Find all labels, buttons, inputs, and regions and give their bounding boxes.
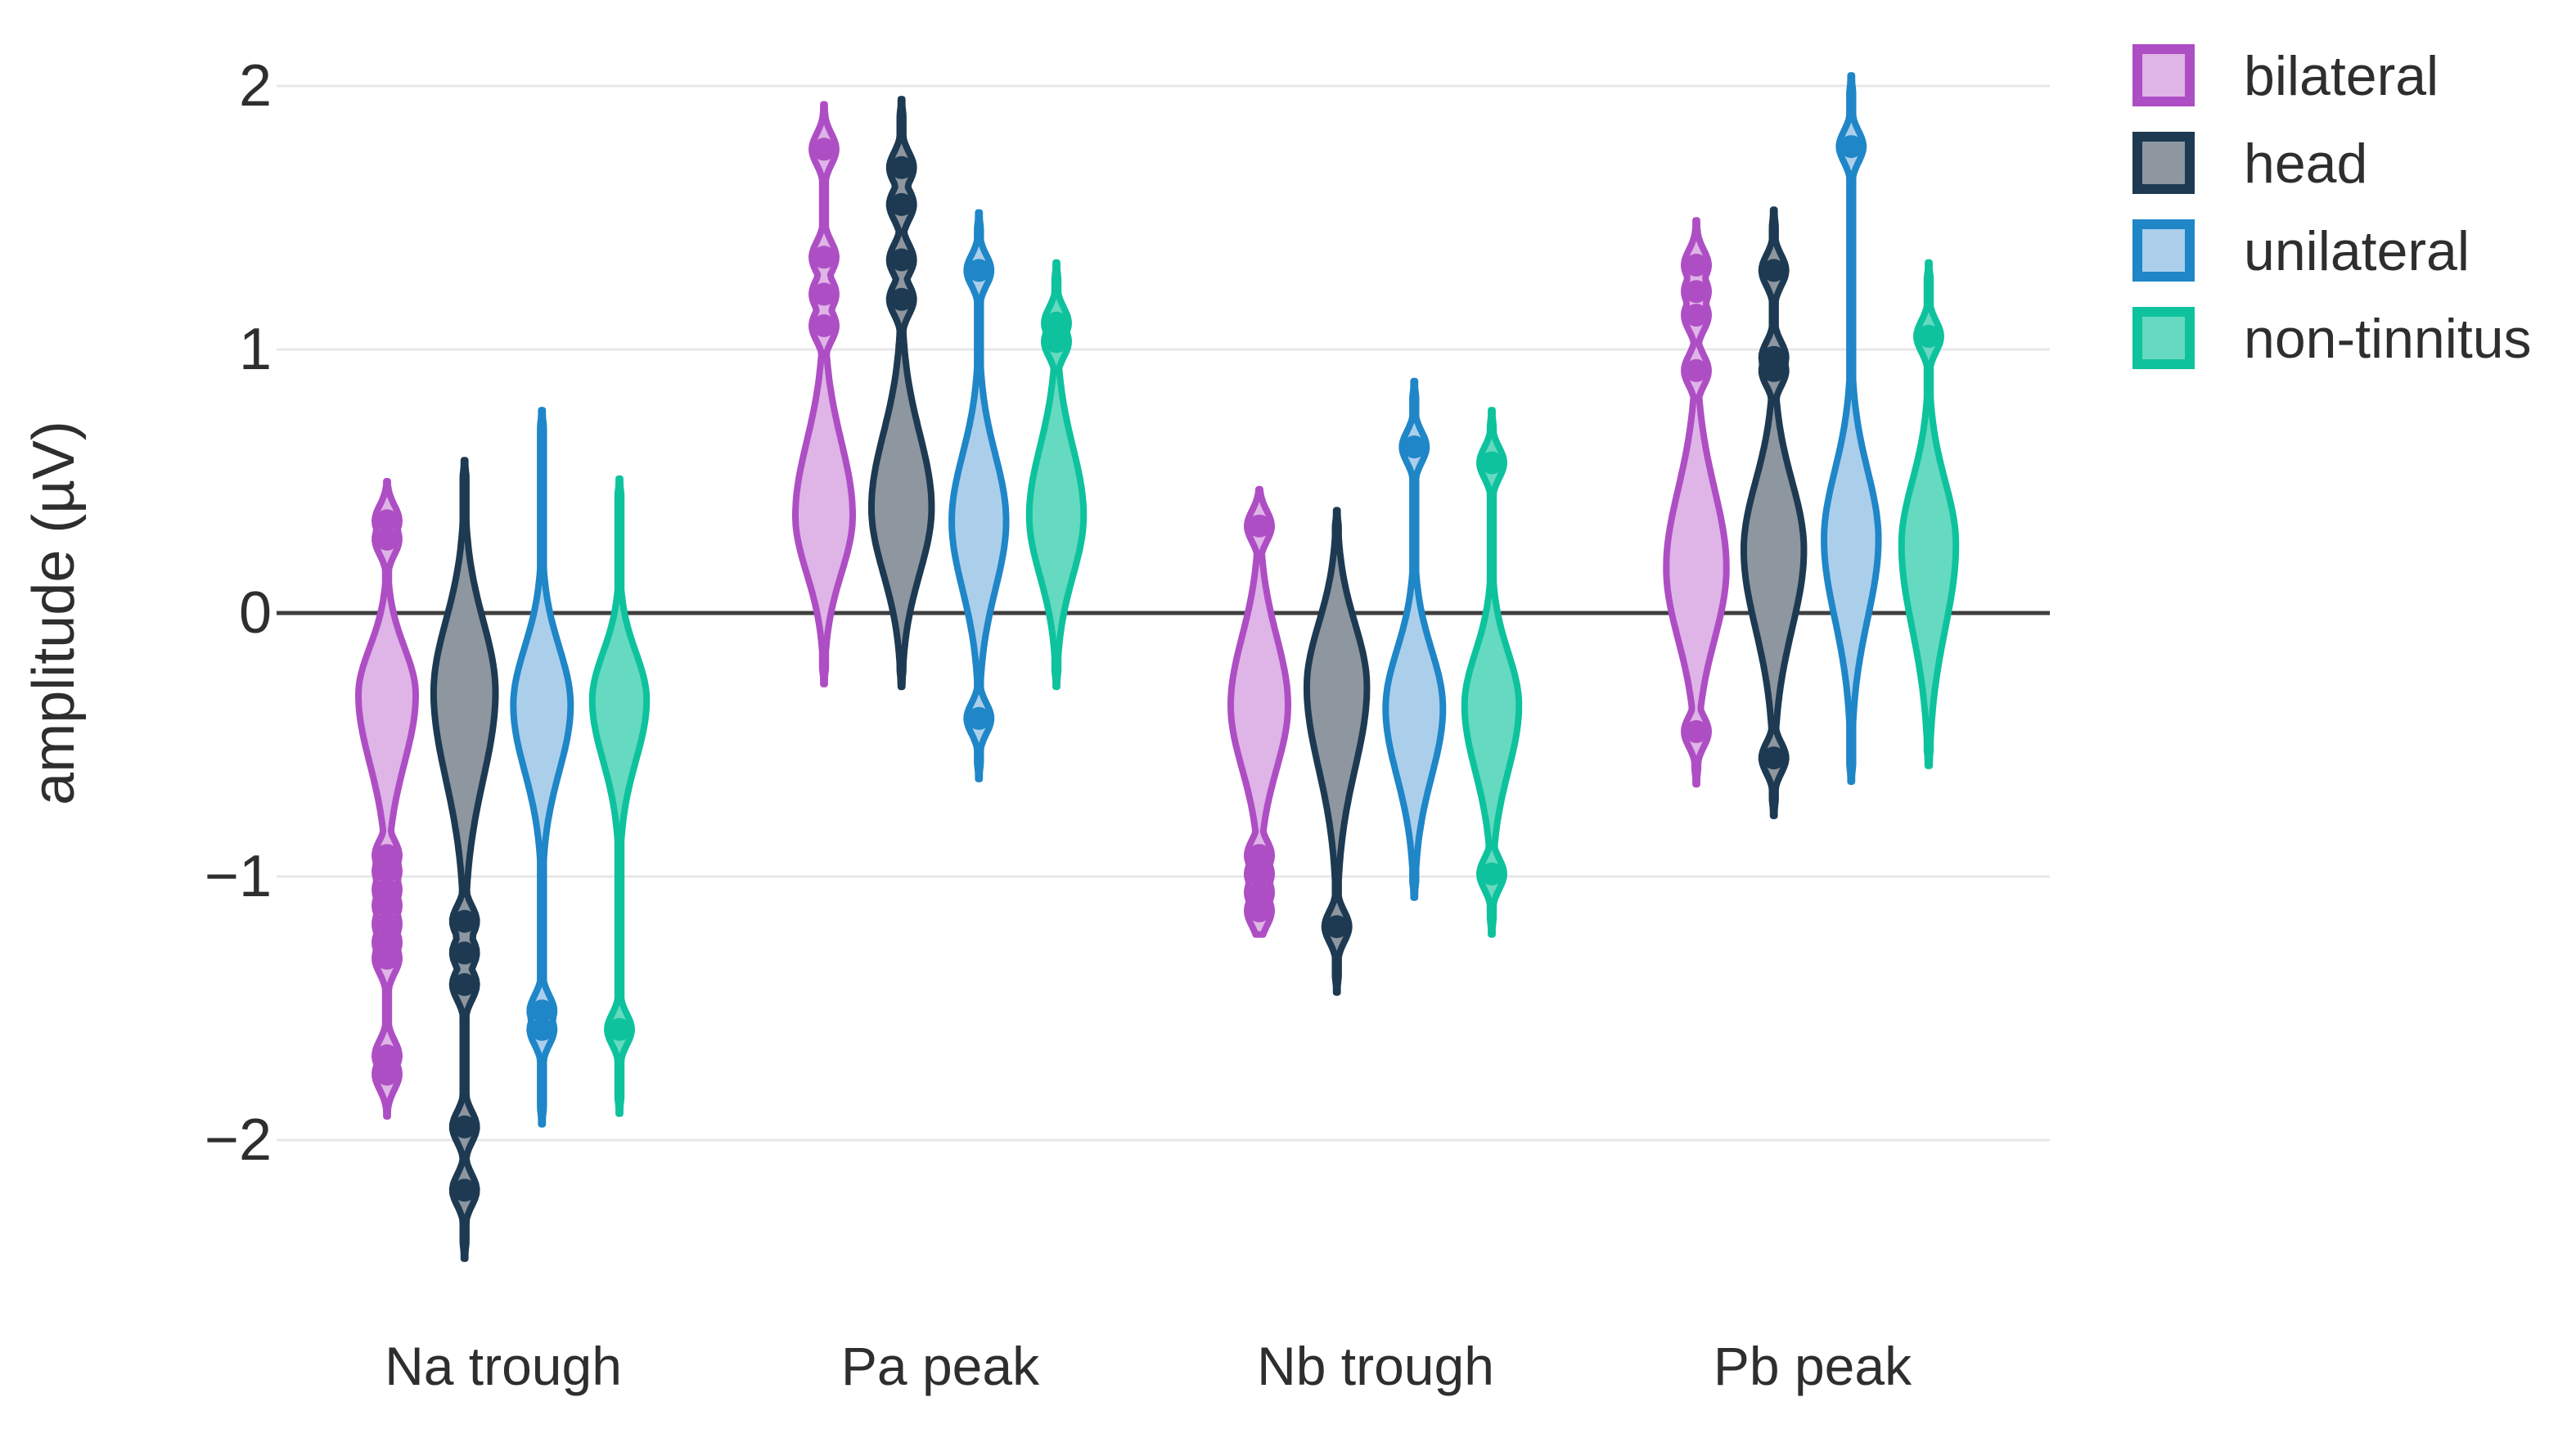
data-point-head — [453, 1179, 476, 1202]
violins-layer — [355, 72, 1960, 1262]
data-point-non-tinnitus — [1045, 311, 1068, 335]
data-point-bilateral — [1248, 881, 1271, 904]
data-point-bilateral — [376, 1062, 399, 1086]
data-point-bilateral — [376, 894, 399, 917]
data-point-unilateral — [530, 999, 554, 1023]
violin-unilateral-pa-peak — [948, 209, 1010, 782]
data-point-bilateral — [376, 913, 399, 935]
y-axis-title: amplitude (µV) — [21, 421, 87, 805]
data-point-unilateral — [967, 706, 991, 730]
data-point-head — [889, 287, 913, 311]
legend-swatch-0 — [2132, 44, 2195, 106]
data-point-unilateral — [530, 1017, 554, 1041]
data-point-bilateral — [813, 137, 835, 161]
data-point-head — [453, 1115, 476, 1138]
data-point-bilateral — [376, 878, 399, 902]
xlabel-na-trough: Na trough — [385, 1336, 622, 1396]
data-point-head — [889, 248, 913, 272]
data-point-bilateral — [376, 859, 399, 883]
violin-unilateral-nb-trough — [1382, 377, 1447, 901]
data-point-non-tinnitus — [1917, 324, 1940, 348]
violin-non-tinnitus-pa-peak — [1025, 259, 1088, 691]
data-point-bilateral — [1248, 862, 1271, 886]
data-point-bilateral — [813, 246, 835, 269]
data-point-bilateral — [813, 314, 835, 337]
data-point-unilateral — [1403, 435, 1426, 459]
data-point-head — [1762, 259, 1786, 282]
data-point-head — [889, 156, 913, 179]
data-point-unilateral — [967, 259, 991, 282]
violin-unilateral-pb-peak — [1821, 72, 1882, 786]
data-point-bilateral — [376, 1044, 399, 1067]
data-point-bilateral — [376, 931, 399, 954]
violin-head-pb-peak — [1741, 206, 1808, 819]
data-point-head — [1762, 746, 1786, 770]
data-point-bilateral — [376, 844, 399, 868]
data-point-head — [889, 192, 913, 216]
violin-non-tinnitus-nb-trough — [1461, 407, 1523, 938]
violin-head-na-trough — [430, 457, 499, 1262]
legend-swatch-1 — [2132, 132, 2195, 194]
y-axis-tick-labels: 2 1 0 −1 −2 — [205, 53, 272, 1173]
data-point-bilateral — [1685, 254, 1708, 277]
data-point-non-tinnitus — [1045, 330, 1068, 354]
data-point-bilateral — [376, 527, 399, 551]
ytick-1: 1 — [239, 317, 272, 382]
data-point-bilateral — [376, 509, 399, 533]
legend-swatch-2 — [2132, 219, 2195, 282]
ytick--1: −1 — [205, 844, 272, 909]
xlabel-pa-peak: Pa peak — [841, 1336, 1040, 1396]
ytick-2: 2 — [239, 53, 272, 119]
data-point-bilateral — [1685, 719, 1708, 743]
dots-layer — [376, 135, 1940, 1202]
ytick--2: −2 — [205, 1107, 272, 1173]
data-point-head — [453, 941, 476, 965]
xlabel-nb-trough: Nb trough — [1257, 1336, 1494, 1396]
violin-head-pa-peak — [868, 96, 935, 691]
legend-label-unilateral: unilateral — [2244, 220, 2470, 282]
data-point-bilateral — [376, 946, 399, 970]
data-point-bilateral — [1685, 304, 1708, 327]
data-point-bilateral — [1248, 899, 1271, 922]
data-point-bilateral — [1248, 514, 1271, 538]
xlabel-pb-peak: Pb peak — [1714, 1336, 1912, 1396]
legend-label-bilateral: bilateral — [2244, 45, 2439, 107]
data-point-head — [453, 973, 476, 996]
data-point-head — [1325, 915, 1349, 939]
data-point-bilateral — [1248, 844, 1271, 868]
data-point-head — [1762, 358, 1786, 382]
data-point-non-tinnitus — [608, 1017, 631, 1041]
data-point-non-tinnitus — [1480, 862, 1503, 886]
data-point-unilateral — [1840, 135, 1863, 159]
legend: bilateral head unilateral non-tinnitus — [2132, 44, 2532, 370]
violin-bilateral-na-trough — [355, 478, 419, 1120]
violin-non-tinnitus-na-trough — [588, 475, 651, 1117]
data-point-bilateral — [813, 282, 835, 306]
violin-bilateral-pb-peak — [1663, 217, 1730, 788]
data-point-head — [453, 909, 476, 933]
ytick-0: 0 — [239, 580, 272, 646]
x-axis-tick-labels: Na trough Pa peak Nb trough Pb peak — [385, 1336, 1912, 1396]
violin-head-nb-trough — [1304, 507, 1371, 996]
legend-swatch-3 — [2132, 307, 2195, 369]
violin-bilateral-pa-peak — [792, 101, 856, 687]
legend-label-head: head — [2244, 133, 2367, 195]
violin-bilateral-nb-trough — [1227, 485, 1291, 938]
violin-non-tinnitus-pb-peak — [1898, 259, 1960, 769]
violin-unilateral-na-trough — [510, 407, 574, 1128]
data-point-bilateral — [1685, 280, 1708, 304]
legend-label-non-tinnitus: non-tinnitus — [2244, 308, 2532, 370]
data-point-non-tinnitus — [1480, 451, 1503, 475]
data-point-bilateral — [1685, 358, 1708, 382]
